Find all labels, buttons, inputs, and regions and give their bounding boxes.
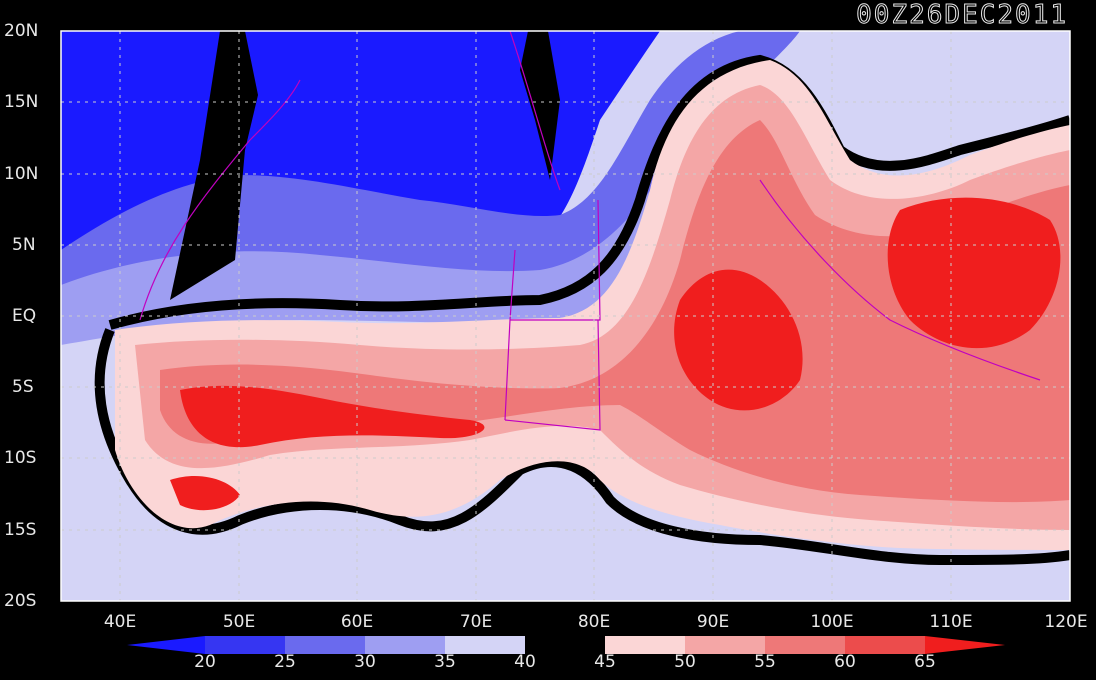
region-65-cells	[170, 197, 1061, 511]
colorbar-box-55-60	[765, 636, 845, 654]
lon-label-80e: 80E	[577, 612, 611, 632]
lon-label-110e: 110E	[929, 612, 973, 632]
plot-frame	[60, 30, 1071, 602]
lat-label-eq: EQ	[12, 306, 37, 326]
lon-label-50e: 50E	[222, 612, 256, 632]
lon-label-70e: 70E	[459, 612, 493, 632]
colorbar-tick-50: 50	[674, 652, 696, 672]
colorbar-tick-60: 60	[834, 652, 856, 672]
colorbar-tick-65: 65	[914, 652, 936, 672]
colorbar-arrow-low	[127, 636, 205, 654]
colorbar-box-60-65	[845, 636, 925, 654]
colorbar-box-20-25	[205, 636, 285, 654]
colorbar-box-45-50	[605, 636, 685, 654]
lon-label-60e: 60E	[340, 612, 374, 632]
lat-label-15n: 15N	[4, 92, 39, 112]
region-60-band	[160, 120, 1070, 503]
colorbar-box-35-40	[445, 636, 525, 654]
colorbar-tick-25: 25	[274, 652, 296, 672]
colorbar-arrow-high	[925, 636, 1005, 654]
colorbar-box-50-55	[685, 636, 765, 654]
lon-label-90e: 90E	[696, 612, 730, 632]
lon-label-120e: 120E	[1044, 612, 1088, 632]
colorbar-box-25-30	[285, 636, 365, 654]
colorbar	[127, 636, 1005, 654]
lat-label-20n: 20N	[4, 21, 39, 41]
lat-label-15s: 15S	[4, 520, 37, 540]
region-light-blue-band	[61, 120, 700, 345]
map-field	[61, 31, 1070, 601]
colorbar-tick-45: 45	[594, 652, 616, 672]
colorbar-tick-20: 20	[194, 652, 216, 672]
coastline	[139, 31, 1041, 431]
lon-label-100e: 100E	[810, 612, 854, 632]
data-gap-wedge-east	[520, 31, 560, 180]
colorbar-box-30-35	[365, 636, 445, 654]
colorbar-tick-55: 55	[754, 652, 776, 672]
gridlines	[61, 31, 1070, 601]
data-gap-wedge-west	[170, 31, 258, 300]
colorbar-tick-35: 35	[434, 652, 456, 672]
colorbar-box-40-45	[525, 636, 605, 654]
lat-label-10n: 10N	[4, 164, 39, 184]
lat-label-5n: 5N	[12, 235, 36, 255]
lat-label-20s: 20S	[4, 591, 37, 611]
timestamp-title: 00Z26DEC2011	[856, 0, 1068, 31]
colorbar-tick-40: 40	[514, 652, 536, 672]
lat-label-5s: 5S	[12, 377, 34, 397]
lat-label-10s: 10S	[4, 448, 37, 468]
contour-40-ring	[108, 54, 1070, 330]
lon-label-40e: 40E	[103, 612, 137, 632]
colorbar-tick-30: 30	[354, 652, 376, 672]
